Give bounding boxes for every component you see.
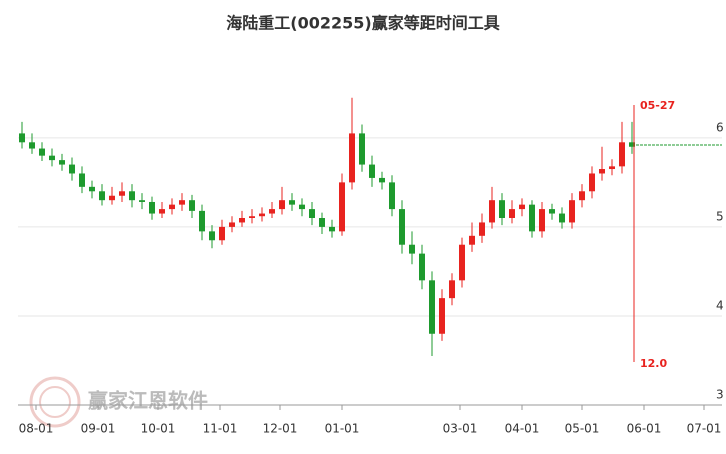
candle-body	[199, 210, 205, 232]
candle-body	[409, 244, 415, 254]
candle-body	[279, 200, 285, 210]
candle-body	[399, 209, 405, 245]
candle-body	[159, 209, 165, 214]
candle-body	[59, 160, 65, 165]
candle-body	[579, 191, 585, 201]
candle-body	[339, 182, 345, 232]
candle-body	[499, 200, 505, 218]
candle-body	[379, 177, 385, 183]
x-tick-label: 06-01	[627, 422, 662, 436]
candle-body	[459, 244, 465, 281]
candle-body	[109, 195, 115, 201]
candle-body	[139, 200, 145, 202]
candle-body	[79, 173, 85, 187]
candle-body	[509, 209, 515, 218]
x-tick-label: 11-01	[203, 422, 238, 436]
candle-body	[99, 191, 105, 201]
x-tick-label: 03-01	[443, 422, 478, 436]
candle-body	[589, 173, 595, 192]
y-tick-label: 4	[716, 298, 724, 312]
candle-body	[429, 280, 435, 334]
candle-body	[219, 226, 225, 241]
x-tick-label: 10-01	[141, 422, 176, 436]
candle-body	[489, 200, 495, 223]
candle-body	[169, 204, 175, 210]
x-tick-label: 01-01	[325, 422, 360, 436]
candle-body	[189, 200, 195, 211]
candle-body	[599, 169, 605, 174]
candle-body	[229, 222, 235, 227]
candle-body	[269, 209, 275, 214]
candle-body	[619, 142, 625, 167]
watermark-logo	[29, 376, 81, 428]
candle-body	[609, 166, 615, 170]
x-tick-label: 04-01	[505, 422, 540, 436]
candle-body	[539, 209, 545, 232]
candle-body	[39, 148, 45, 156]
candle-body	[359, 133, 365, 165]
candle-body	[349, 133, 355, 183]
x-tick-label: 08-01	[19, 422, 54, 436]
watermark: 赢家江恩软件	[88, 389, 208, 413]
candle-body	[29, 142, 35, 149]
x-tick-label: 05-01	[565, 422, 600, 436]
candle-body	[549, 209, 555, 214]
candle-body	[319, 218, 325, 227]
x-tick-label: 09-01	[81, 422, 116, 436]
candle-body	[439, 298, 445, 334]
candle-body	[469, 235, 475, 245]
x-tick-label: 07-01	[687, 422, 722, 436]
candle-body	[19, 133, 25, 143]
candle-body	[519, 204, 525, 210]
candle-body	[239, 218, 245, 223]
candle-body	[419, 253, 425, 281]
y-tick-label: 3	[716, 388, 724, 402]
annotation: 05-27	[640, 99, 675, 112]
candle-body	[49, 155, 55, 161]
candle-body	[479, 222, 485, 236]
x-tick-label: 12-01	[263, 422, 298, 436]
candle-body	[289, 200, 295, 205]
candle-body	[129, 191, 135, 201]
candle-body	[369, 164, 375, 178]
candle-body	[249, 216, 255, 218]
y-tick-label: 6	[716, 120, 724, 134]
candle-body	[299, 204, 305, 210]
candle-body	[259, 213, 265, 217]
candle-body	[559, 213, 565, 223]
candle-body	[89, 186, 95, 192]
chart-title: 海陆重工(002255)赢家等距时间工具	[226, 14, 499, 33]
candle-body	[149, 201, 155, 214]
candle-body	[329, 226, 335, 232]
candle-body	[569, 200, 575, 223]
candle-body	[309, 209, 315, 218]
candle-body	[119, 191, 125, 196]
candle-body	[389, 182, 395, 210]
candle-body	[449, 280, 455, 299]
candle-body	[529, 204, 535, 232]
y-tick-label: 5	[716, 209, 724, 223]
candle-body	[179, 200, 185, 205]
candle-body	[209, 231, 215, 241]
annotation: 12.0	[640, 357, 667, 370]
candle-body	[69, 164, 75, 174]
